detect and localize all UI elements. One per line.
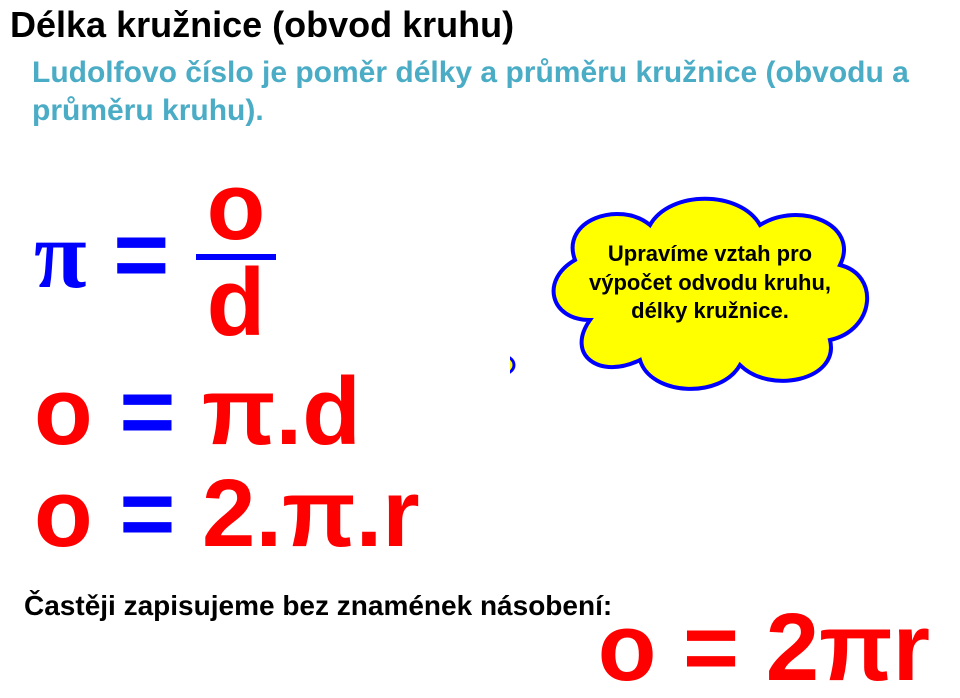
var-o-2: o: [34, 460, 93, 567]
bubble-3-icon: [510, 355, 514, 375]
formula-block: π = o d o = π.d o = 2.π.r: [34, 170, 420, 562]
cloud-text: Upravíme vztah pro výpočet odvodu kruhu,…: [580, 240, 840, 326]
final-o: o: [598, 594, 657, 698]
thought-cloud: Upravíme vztah pro výpočet odvodu kruhu,…: [510, 180, 890, 430]
rhs-pi-d: π.d: [202, 358, 361, 465]
fraction: o d: [196, 164, 276, 347]
equals-sign: =: [87, 201, 196, 308]
formula-o-pi-d: o = π.d: [34, 364, 420, 460]
page: Délka kružnice (obvod kruhu) Ludolfovo č…: [0, 0, 960, 698]
fraction-denominator: d: [196, 260, 276, 346]
equals-sign-3: =: [93, 460, 202, 567]
note-text: Častěji zapisujeme bez znamének násobení…: [24, 590, 612, 622]
final-equals: =: [656, 594, 765, 698]
page-title: Délka kružnice (obvod kruhu): [10, 4, 514, 46]
formula-o-2pi-r: o = 2.π.r: [34, 466, 420, 562]
formula-pi-equals-o-over-d: π = o d: [34, 170, 420, 370]
final-formula: o = 2πr: [598, 600, 930, 696]
subtitle-text: Ludolfovo číslo je poměr délky a průměru…: [32, 54, 940, 129]
fraction-numerator: o: [196, 164, 276, 250]
final-rhs: 2πr: [766, 594, 930, 698]
pi-symbol: π: [34, 201, 87, 308]
equals-sign-2: =: [93, 358, 202, 465]
rhs-2pi-r: 2.π.r: [202, 460, 420, 567]
var-o: o: [34, 358, 93, 465]
